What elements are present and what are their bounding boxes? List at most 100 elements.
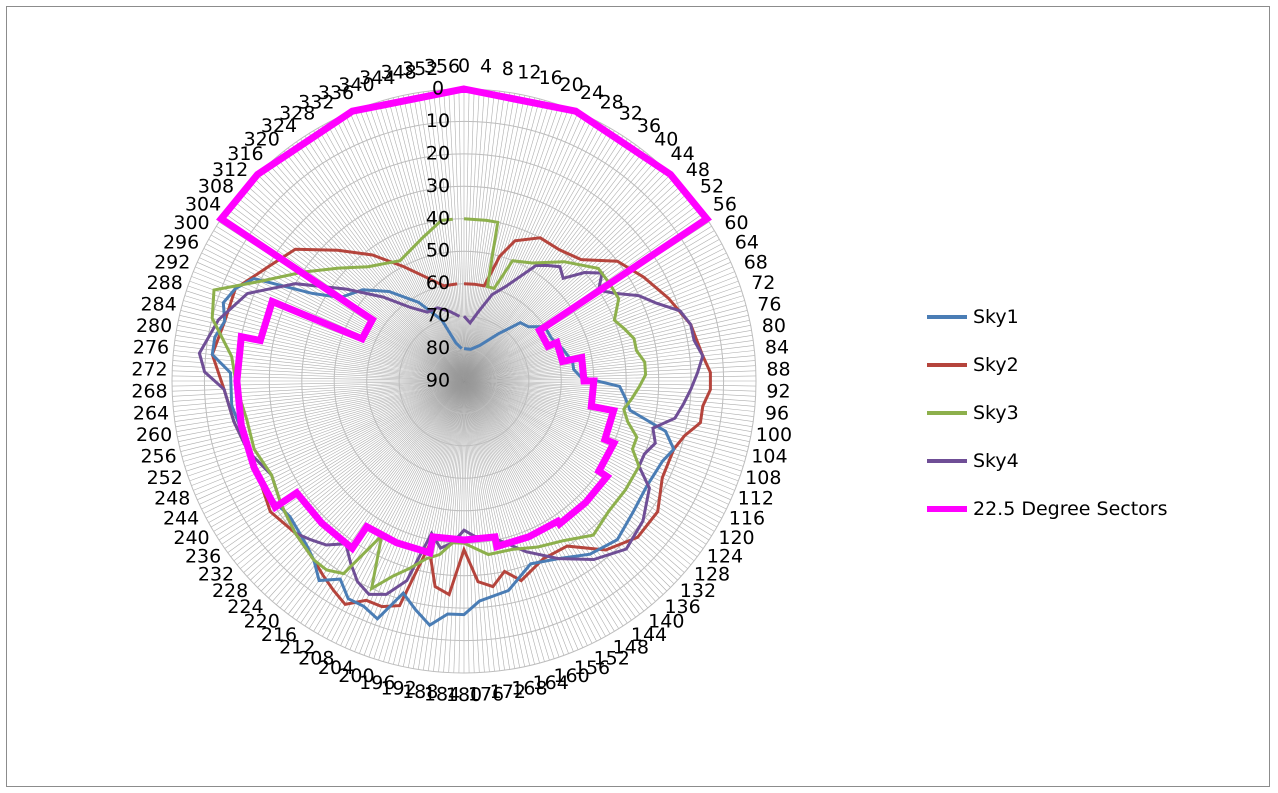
angular-gridline xyxy=(443,380,465,673)
radial-ring xyxy=(203,120,725,642)
angular-gridline xyxy=(201,380,465,510)
angular-gridline xyxy=(463,380,530,666)
angular-gridline xyxy=(463,170,668,382)
angular-gridline xyxy=(463,380,707,545)
angle-tick-label: 124 xyxy=(707,546,743,568)
angular-gridline xyxy=(179,315,465,382)
angular-gridline xyxy=(463,380,744,467)
angular-gridline xyxy=(257,174,465,382)
angular-gridline xyxy=(463,300,745,382)
angular-gridline xyxy=(463,380,615,632)
angle-tick-label: 48 xyxy=(686,159,710,181)
angular-gridline xyxy=(463,96,530,382)
angular-gridline xyxy=(201,252,465,382)
angular-gridline xyxy=(433,380,465,672)
angular-gridline xyxy=(173,380,465,412)
angular-gridline xyxy=(383,380,465,662)
angular-gridline xyxy=(208,239,465,382)
angular-gridline xyxy=(463,380,720,523)
angular-gridline xyxy=(276,380,465,605)
angular-gridline xyxy=(463,380,640,615)
angular-gridline xyxy=(260,170,465,382)
series-line-sky3 xyxy=(210,217,648,592)
angular-gridline xyxy=(313,380,465,632)
angle-tick-label: 44 xyxy=(671,143,695,165)
angle-tick-label: 328 xyxy=(279,103,315,125)
angular-gridline xyxy=(463,123,602,382)
legend-label-sky2: Sky2 xyxy=(973,354,1019,376)
angle-tick-label: 40 xyxy=(654,128,678,150)
angular-gridline xyxy=(463,157,652,382)
angular-gridline xyxy=(463,380,701,553)
angular-gridline xyxy=(203,248,465,382)
angular-gridline xyxy=(243,189,465,382)
angular-gridline xyxy=(349,112,465,382)
angular-gridline xyxy=(463,116,588,382)
angular-gridline xyxy=(463,290,742,382)
angular-gridline xyxy=(276,157,465,382)
angle-tick-label: 4 xyxy=(480,56,492,78)
angular-gridline xyxy=(463,380,495,672)
angle-tick-label: 132 xyxy=(680,580,716,602)
angular-gridline xyxy=(393,97,465,382)
angular-gridline xyxy=(438,380,465,672)
angular-gridline xyxy=(309,380,465,629)
angular-gridline xyxy=(463,380,540,664)
legend-item-sky4: Sky4 xyxy=(927,437,1267,485)
angular-gridline xyxy=(373,380,465,659)
angular-gridline xyxy=(463,226,712,382)
angular-gridline xyxy=(197,380,465,501)
angular-gridline xyxy=(240,193,465,382)
angle-tick-label: 108 xyxy=(745,467,781,489)
angular-gridline xyxy=(463,380,754,417)
angular-gridline xyxy=(463,380,660,599)
angle-tick-label: 184 xyxy=(424,683,460,705)
angular-gridline xyxy=(173,350,465,382)
angular-gridline xyxy=(403,380,465,667)
radial-tick-label: 90 xyxy=(426,370,450,392)
angular-gridline xyxy=(344,114,465,382)
angular-gridline xyxy=(463,380,675,585)
radial-tick-label: 50 xyxy=(426,240,450,262)
angular-gridline xyxy=(463,380,569,654)
angular-gridline xyxy=(183,300,465,382)
angular-gridline xyxy=(463,138,628,382)
angular-gridline xyxy=(463,380,722,519)
angular-gridline xyxy=(463,380,611,635)
angular-gridline xyxy=(206,380,465,519)
angular-gridline xyxy=(463,380,739,482)
angle-tick-label: 128 xyxy=(694,563,730,585)
angular-gridline xyxy=(398,96,465,382)
angular-gridline xyxy=(195,380,465,496)
angle-tick-label: 228 xyxy=(212,580,248,602)
angular-gridline xyxy=(331,380,465,642)
angular-gridline xyxy=(354,380,465,652)
angle-tick-label: 288 xyxy=(147,272,183,294)
angular-gridline xyxy=(317,127,465,382)
angular-gridline xyxy=(463,380,704,549)
angular-gridline xyxy=(463,112,579,382)
angular-gridline xyxy=(174,380,465,417)
angular-gridline xyxy=(463,185,682,382)
angular-gridline xyxy=(463,325,751,382)
angular-gridline xyxy=(213,380,465,532)
angular-gridline xyxy=(463,380,731,501)
angular-gridline xyxy=(463,89,485,382)
angle-tick-label: 104 xyxy=(751,446,787,468)
angular-gridline xyxy=(189,380,465,482)
angle-tick-label: 68 xyxy=(744,252,768,274)
series-line-sky4 xyxy=(197,263,705,596)
angle-tick-label: 204 xyxy=(318,657,354,679)
angular-gridline xyxy=(463,380,737,486)
angle-tick-label: 296 xyxy=(163,232,199,254)
angular-gridline xyxy=(438,90,465,382)
angle-tick-label: 196 xyxy=(359,672,395,694)
angular-gridline xyxy=(359,380,465,654)
angular-gridline xyxy=(264,380,465,595)
radial-tick-label: 0 xyxy=(432,78,444,100)
angular-gridline xyxy=(463,380,755,412)
angular-gridline xyxy=(463,380,733,496)
angle-tick-label: 304 xyxy=(185,194,221,216)
angular-gridline xyxy=(463,114,584,382)
angular-gridline xyxy=(172,380,465,392)
